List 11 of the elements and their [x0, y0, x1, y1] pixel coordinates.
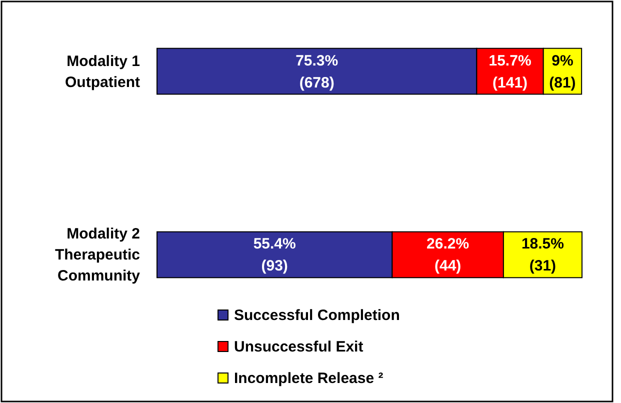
y-tick-label: Modality 2 Therapeutic Community [54, 226, 141, 285]
legend-label: Successful Completion [234, 307, 400, 324]
y-tick-label: Modality 1 Outpatient [65, 52, 140, 91]
data-label: 55.4% (93) [253, 236, 296, 275]
data-label: 15.7% (141) [488, 52, 532, 92]
legend-label: Incomplete Release ² [234, 370, 384, 387]
data-label: 26.2% (44) [426, 236, 470, 275]
legend-label: Unsuccessful Exit [234, 338, 364, 356]
data-label: 75.3% (678) [296, 52, 338, 92]
data-label: 9% (81) [549, 52, 576, 92]
data-label: 18.5% (31) [521, 236, 564, 275]
